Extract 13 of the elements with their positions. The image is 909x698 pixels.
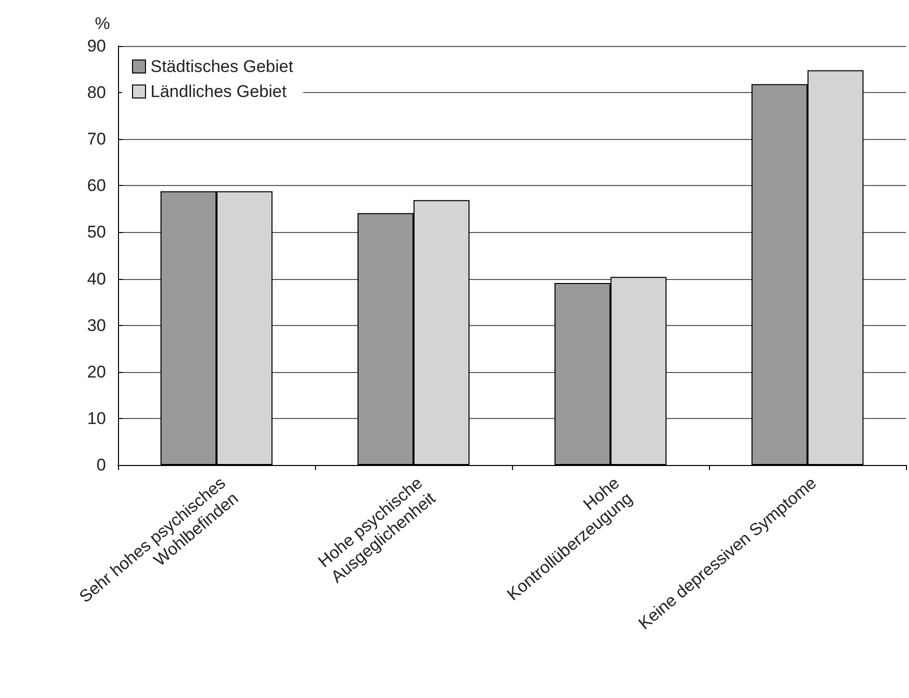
y-tick-label: 10 [87, 408, 106, 428]
y-tick-label: 0 [96, 456, 106, 474]
y-tick-label: 60 [87, 176, 106, 196]
y-tick-label: 70 [87, 130, 106, 149]
legend-label: Städtisches Gebiet [150, 57, 294, 76]
y-tick-label: 30 [87, 316, 106, 335]
y-axis-title: % [94, 14, 110, 33]
y-tick-label: 90 [87, 36, 106, 56]
y-tick-label: 80 [87, 83, 106, 102]
legend-label: Ländliches Gebiet [150, 82, 287, 101]
y-tick-label: 40 [87, 269, 106, 288]
y-tick-label: 50 [87, 222, 106, 242]
y-tick-label: 20 [87, 362, 106, 382]
